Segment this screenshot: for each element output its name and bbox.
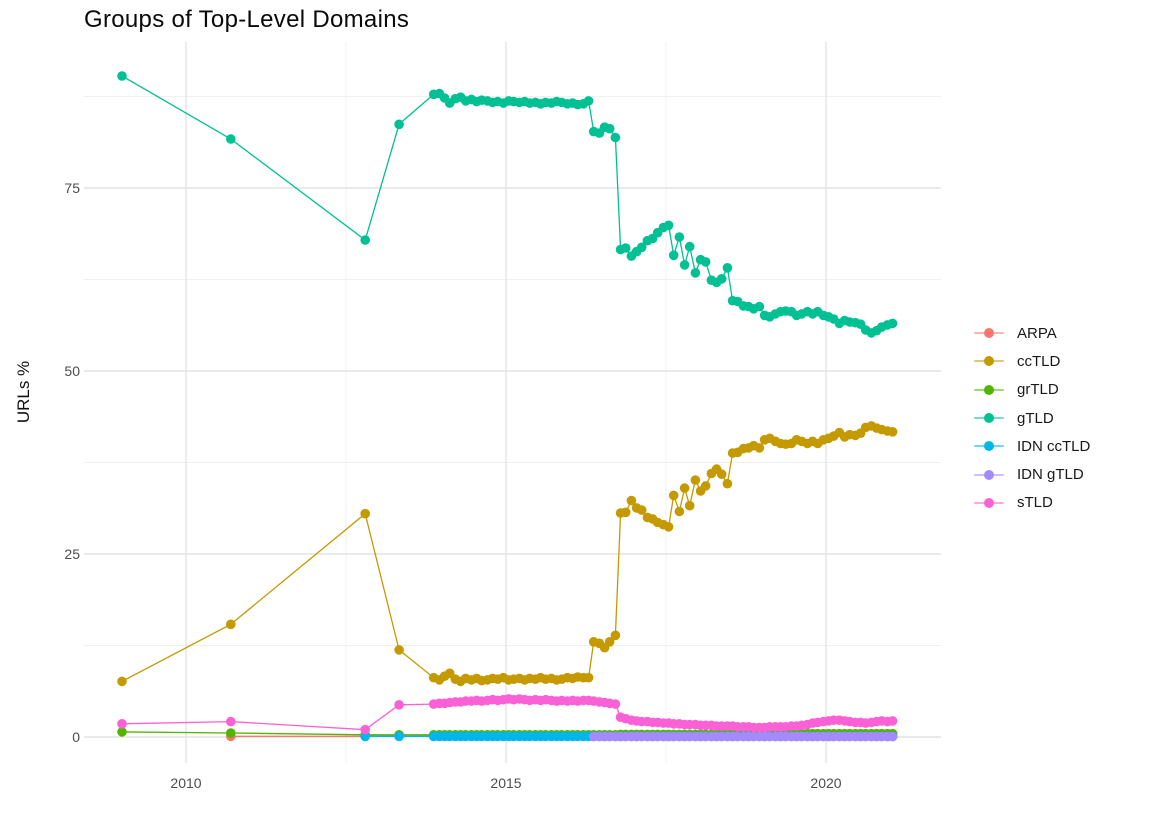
y-tick-label: 0 <box>72 729 80 745</box>
legend-item-stld: sTLD <box>974 489 1090 517</box>
legend-item-idn-gtld: IDN gTLD <box>974 460 1090 488</box>
x-tick-label: 2010 <box>170 775 202 791</box>
legend-key-point-line-icon <box>974 437 1004 455</box>
y-tick-label: 75 <box>64 180 80 196</box>
legend-item-gtld: gTLD <box>974 404 1090 432</box>
legend-key-point-line-icon <box>974 466 1004 484</box>
x-tick-label: 2015 <box>490 775 522 791</box>
legend-item-label: sTLD <box>1017 494 1053 512</box>
legend-item-label: grTLD <box>1017 381 1059 399</box>
legend-key-point-line-icon <box>974 381 1004 399</box>
chart-title: Groups of Top-Level Domains <box>84 6 410 33</box>
legend-key-point-line-icon <box>974 494 1004 512</box>
legend-item-label: IDN gTLD <box>1017 466 1084 484</box>
legend-key-point-line-icon <box>974 324 1004 342</box>
legend-item-label: gTLD <box>1017 409 1054 427</box>
legend-item-arpa: ARPA <box>974 319 1090 347</box>
legend-item-cctld: ccTLD <box>974 347 1090 375</box>
legend: ARPA ccTLD grTLD gTLD IDN ccTLD IDN gTLD… <box>974 319 1090 517</box>
legend-item-label: IDN ccTLD <box>1017 437 1091 455</box>
legend-key-point-line-icon <box>974 409 1004 427</box>
legend-item-idn-cctld: IDN ccTLD <box>974 432 1090 460</box>
legend-item-label: ccTLD <box>1017 352 1061 370</box>
legend-item-label: ARPA <box>1017 324 1057 342</box>
legend-item-grtld: grTLD <box>974 376 1090 404</box>
y-tick-label: 50 <box>64 363 80 379</box>
x-tick-label: 2020 <box>810 775 842 791</box>
legend-key-point-line-icon <box>974 352 1004 370</box>
y-tick-label: 25 <box>64 546 80 562</box>
